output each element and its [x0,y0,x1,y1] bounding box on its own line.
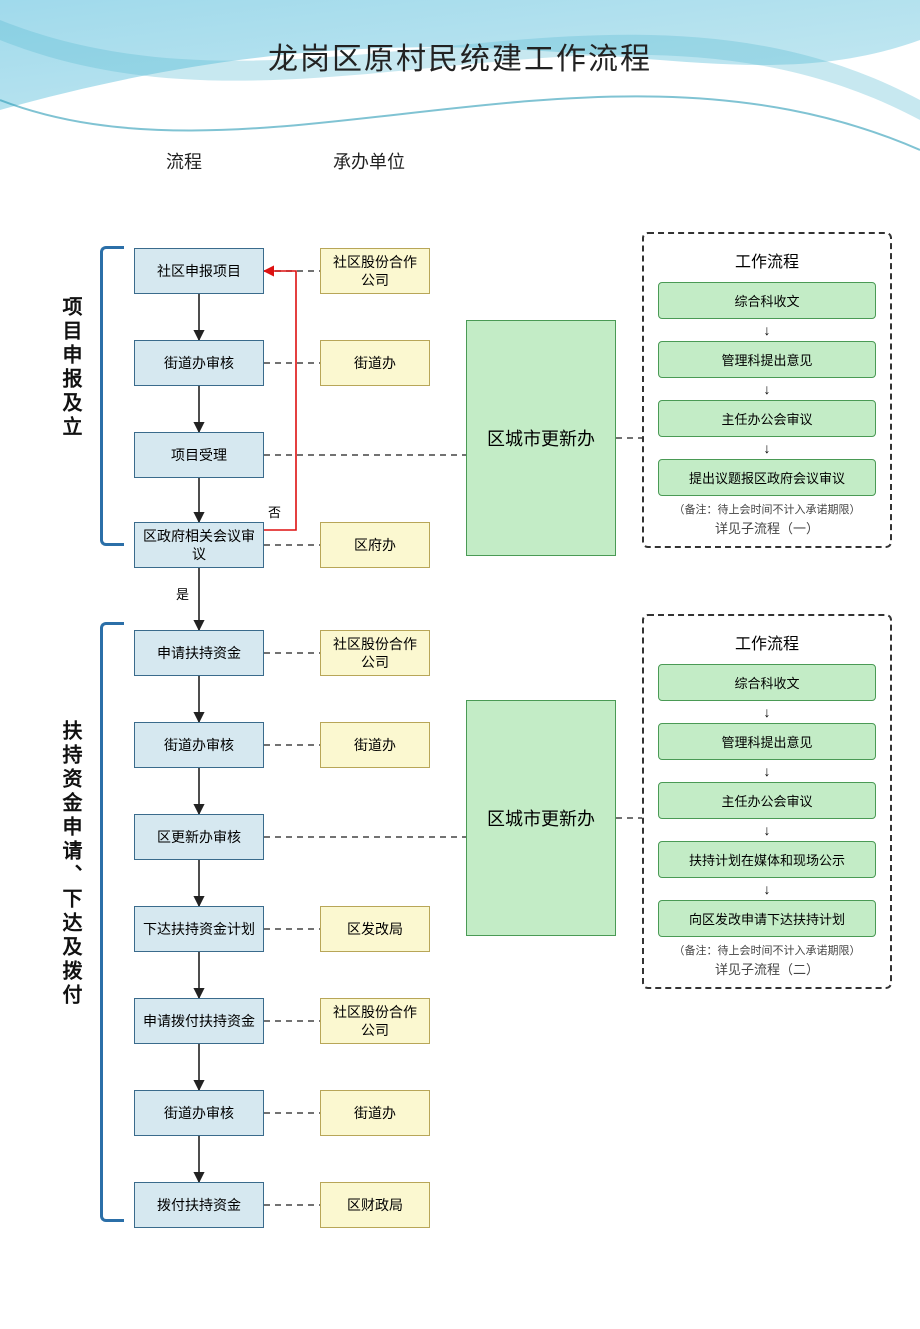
unit-1: 街道办 [320,340,430,386]
proc-5: 街道办审核 [134,722,264,768]
panel2-note-1: （备注：待上会时间不计入承诺期限） [674,945,861,957]
panel2-step-4: 向区发改申请下达扶持计划 [658,900,876,937]
proc-6: 区更新办审核 [134,814,264,860]
panel1-step-2: 主任办公会审议 [658,400,876,437]
phase-bracket-1 [100,246,124,546]
proc-4: 申请扶持资金 [134,630,264,676]
phase-label-2: 扶持资金申请、下达及拨付 [56,720,85,1008]
proc-3: 区政府相关会议审议 [134,522,264,568]
decision-yes: 是 [176,584,189,603]
workflow-panel-2: 工作流程 综合科收文 ↓ 管理科提出意见 ↓ 主任办公会审议 ↓ 扶持计划在媒体… [642,614,892,989]
proc-2: 项目受理 [134,432,264,478]
panel1-step-1: 管理科提出意见 [658,341,876,378]
workflow-panel-1: 工作流程 综合科收文 ↓ 管理科提出意见 ↓ 主任办公会审议 ↓ 提出议题报区政… [642,232,892,548]
big-green-1: 区城市更新办 [466,320,616,556]
unit-0: 社区股份合作公司 [320,248,430,294]
panel2-step-2: 主任办公会审议 [658,782,876,819]
col-header-process: 流程 [166,148,202,174]
unit-3: 区府办 [320,522,430,568]
proc-7: 下达扶持资金计划 [134,906,264,952]
big-green-2: 区城市更新办 [466,700,616,936]
unit-9: 街道办 [320,1090,430,1136]
panel1-note-1: （备注：待上会时间不计入承诺期限） [674,504,861,516]
panel2-arrow-2: ↓ [658,823,876,837]
panel1-arrow-0: ↓ [658,323,876,337]
panel1-note-2: 详见子流程（一） [715,521,819,536]
panel2-arrow-3: ↓ [658,882,876,896]
phase-label-1: 项目申报及立 [56,296,85,440]
page-title: 龙岗区原村民统建工作流程 [0,34,920,78]
unit-5: 街道办 [320,722,430,768]
proc-10: 拨付扶持资金 [134,1182,264,1228]
panel2-step-3: 扶持计划在媒体和现场公示 [658,841,876,878]
unit-8: 社区股份合作公司 [320,998,430,1044]
panel2-arrow-0: ↓ [658,705,876,719]
proc-0: 社区申报项目 [134,248,264,294]
unit-4: 社区股份合作公司 [320,630,430,676]
proc-9: 街道办审核 [134,1090,264,1136]
proc-8: 申请拨付扶持资金 [134,998,264,1044]
panel2-arrow-1: ↓ [658,764,876,778]
panel1-step-3: 提出议题报区政府会议审议 [658,459,876,496]
panel2-step-1: 管理科提出意见 [658,723,876,760]
panel2-title: 工作流程 [658,630,876,654]
unit-10: 区财政局 [320,1182,430,1228]
phase-bracket-2 [100,622,124,1222]
panel1-step-0: 综合科收文 [658,282,876,319]
proc-1: 街道办审核 [134,340,264,386]
panel2-step-0: 综合科收文 [658,664,876,701]
panel1-arrow-1: ↓ [658,382,876,396]
unit-7: 区发改局 [320,906,430,952]
panel2-note-2: 详见子流程（二） [715,962,819,977]
panel1-title: 工作流程 [658,248,876,272]
col-header-unit: 承办单位 [333,148,405,174]
panel2-note: （备注：待上会时间不计入承诺期限） 详见子流程（二） [658,943,876,979]
decision-no: 否 [268,502,281,521]
panel1-arrow-2: ↓ [658,441,876,455]
panel1-note: （备注：待上会时间不计入承诺期限） 详见子流程（一） [658,502,876,538]
